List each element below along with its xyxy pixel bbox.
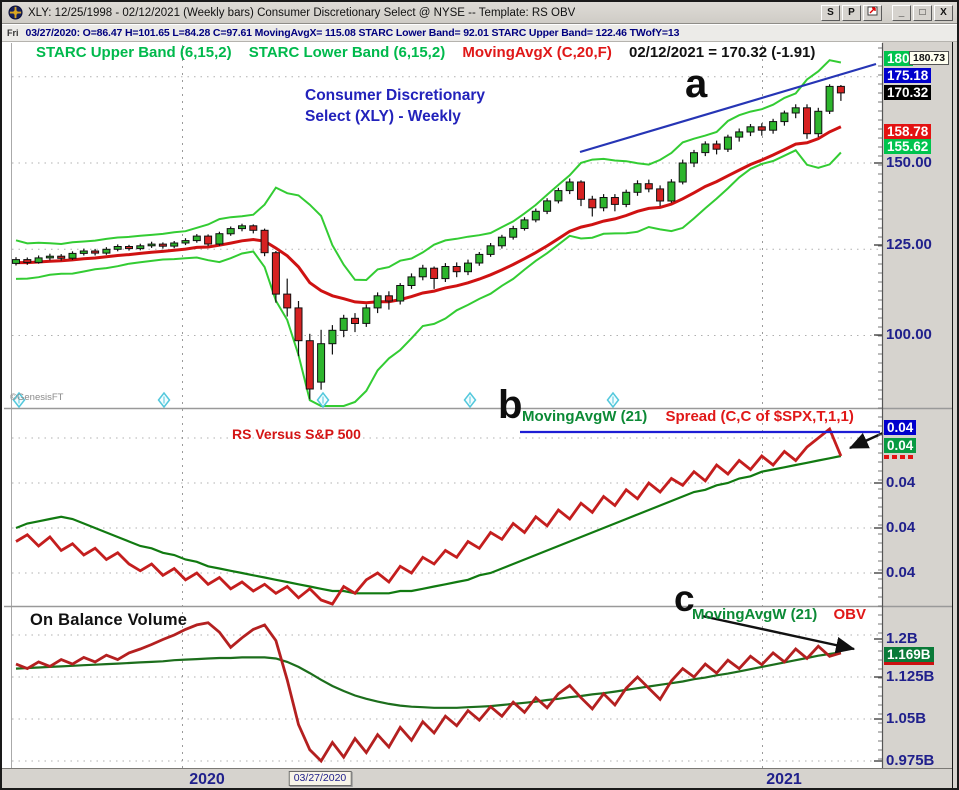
marker-letter-c: c bbox=[674, 578, 695, 619]
popup-chart-icon bbox=[867, 6, 878, 15]
window-buttons: S P _ □ X bbox=[821, 4, 953, 21]
ohlc-readout: 03/27/2020: O=86.47 H=101.65 L=84.28 C=9… bbox=[25, 27, 680, 39]
y-axis-label: 1.125B bbox=[886, 668, 935, 685]
y-axis-value-badge: 180 bbox=[884, 51, 913, 66]
legend-date-value: 02/12/2021 = 170.32 (-1.91) bbox=[628, 44, 816, 61]
app-logo-icon[interactable] bbox=[8, 5, 23, 20]
obv-value-tick bbox=[884, 662, 934, 665]
x-axis-year-label: 2020 bbox=[189, 771, 225, 788]
y-axis-value-badge: 0.04 bbox=[884, 438, 917, 453]
rs-panel-title: RS Versus S&P 500 bbox=[232, 426, 361, 442]
chart-plot-area[interactable] bbox=[11, 43, 882, 768]
obv-legend-ma: MovingAvgW (21) bbox=[692, 606, 818, 623]
annotation-line-1: Consumer Discretionary bbox=[305, 87, 486, 104]
maximize-button[interactable]: □ bbox=[913, 4, 932, 21]
y-axis-label: 150.00 bbox=[886, 154, 932, 171]
x-axis-year-label: 2021 bbox=[766, 771, 802, 788]
obv-legend: MovingAvgW (21) OBV bbox=[692, 606, 866, 623]
y-axis-label: 0.04 bbox=[886, 564, 916, 581]
p-button[interactable]: P bbox=[842, 4, 861, 21]
y-axis-value-badge: 180.73 bbox=[909, 51, 950, 65]
x-axis-date-cursor: 03/27/2020 bbox=[288, 771, 352, 786]
y-axis-label: 0.04 bbox=[886, 519, 916, 536]
rs-legend: MovingAvgW (21) Spread (C,C of $SPX,T,1,… bbox=[522, 408, 854, 425]
y-axis-label: 125.00 bbox=[886, 236, 932, 253]
y-axis-label: 0.975B bbox=[886, 752, 935, 769]
weekday-label: Fri bbox=[7, 28, 19, 38]
y-axis-value-badge: 0.04 bbox=[884, 420, 917, 435]
obv-panel-title: On Balance Volume bbox=[30, 611, 188, 629]
y-axis-value-badge: 170.32 bbox=[884, 85, 932, 100]
legend-moving-avg: MovingAvgX (C,20,F) bbox=[462, 44, 612, 61]
y-axis-label: 1.05B bbox=[886, 710, 927, 727]
info-bar: Fri 03/27/2020: O=86.47 H=101.65 L=84.28… bbox=[2, 25, 957, 42]
legend-starc-lower: STARC Lower Band (6,15,2) bbox=[248, 44, 446, 61]
rs-legend-spread: Spread (C,C of $SPX,T,1,1) bbox=[665, 408, 854, 425]
window-right-frame bbox=[952, 42, 957, 788]
close-button[interactable]: X bbox=[934, 4, 953, 21]
marker-letter-a: a bbox=[685, 62, 708, 106]
marker-letter-b: b bbox=[498, 383, 523, 427]
y-axis-value-badge: 175.18 bbox=[884, 68, 932, 83]
watermark: ©GenesisFT bbox=[10, 392, 64, 403]
y-axis-value-badge: 155.62 bbox=[884, 139, 932, 154]
popup-chart-button[interactable] bbox=[863, 4, 882, 21]
legend-starc-upper: STARC Upper Band (6,15,2) bbox=[36, 44, 232, 61]
x-axis-bar: 2020 2021 03/27/2020 bbox=[2, 768, 952, 788]
title-bar[interactable]: XLY: 12/25/1998 - 02/12/2021 (Weekly bar… bbox=[2, 2, 957, 24]
y-axis-value-badge: 1.169B bbox=[884, 647, 934, 665]
y-axis-label: 1.2B bbox=[886, 630, 918, 647]
rs-legend-ma: MovingAvgW (21) bbox=[522, 408, 648, 425]
price-legend: STARC Upper Band (6,15,2) STARC Lower Ba… bbox=[36, 44, 828, 61]
minimize-button[interactable]: _ bbox=[892, 4, 911, 21]
obv-legend-obv: OBV bbox=[833, 606, 866, 623]
window-title: XLY: 12/25/1998 - 02/12/2021 (Weekly bar… bbox=[28, 6, 576, 19]
s-button[interactable]: S bbox=[821, 4, 840, 21]
y-axis-label: 0.04 bbox=[886, 474, 916, 491]
chart-annotation: Consumer Discretionary Select (XLY) - We… bbox=[305, 85, 485, 127]
annotation-line-2: Select (XLY) - Weekly bbox=[305, 108, 461, 125]
y-axis-value-badge: 158.78 bbox=[884, 124, 932, 139]
y-axis-label: 100.00 bbox=[886, 326, 932, 343]
